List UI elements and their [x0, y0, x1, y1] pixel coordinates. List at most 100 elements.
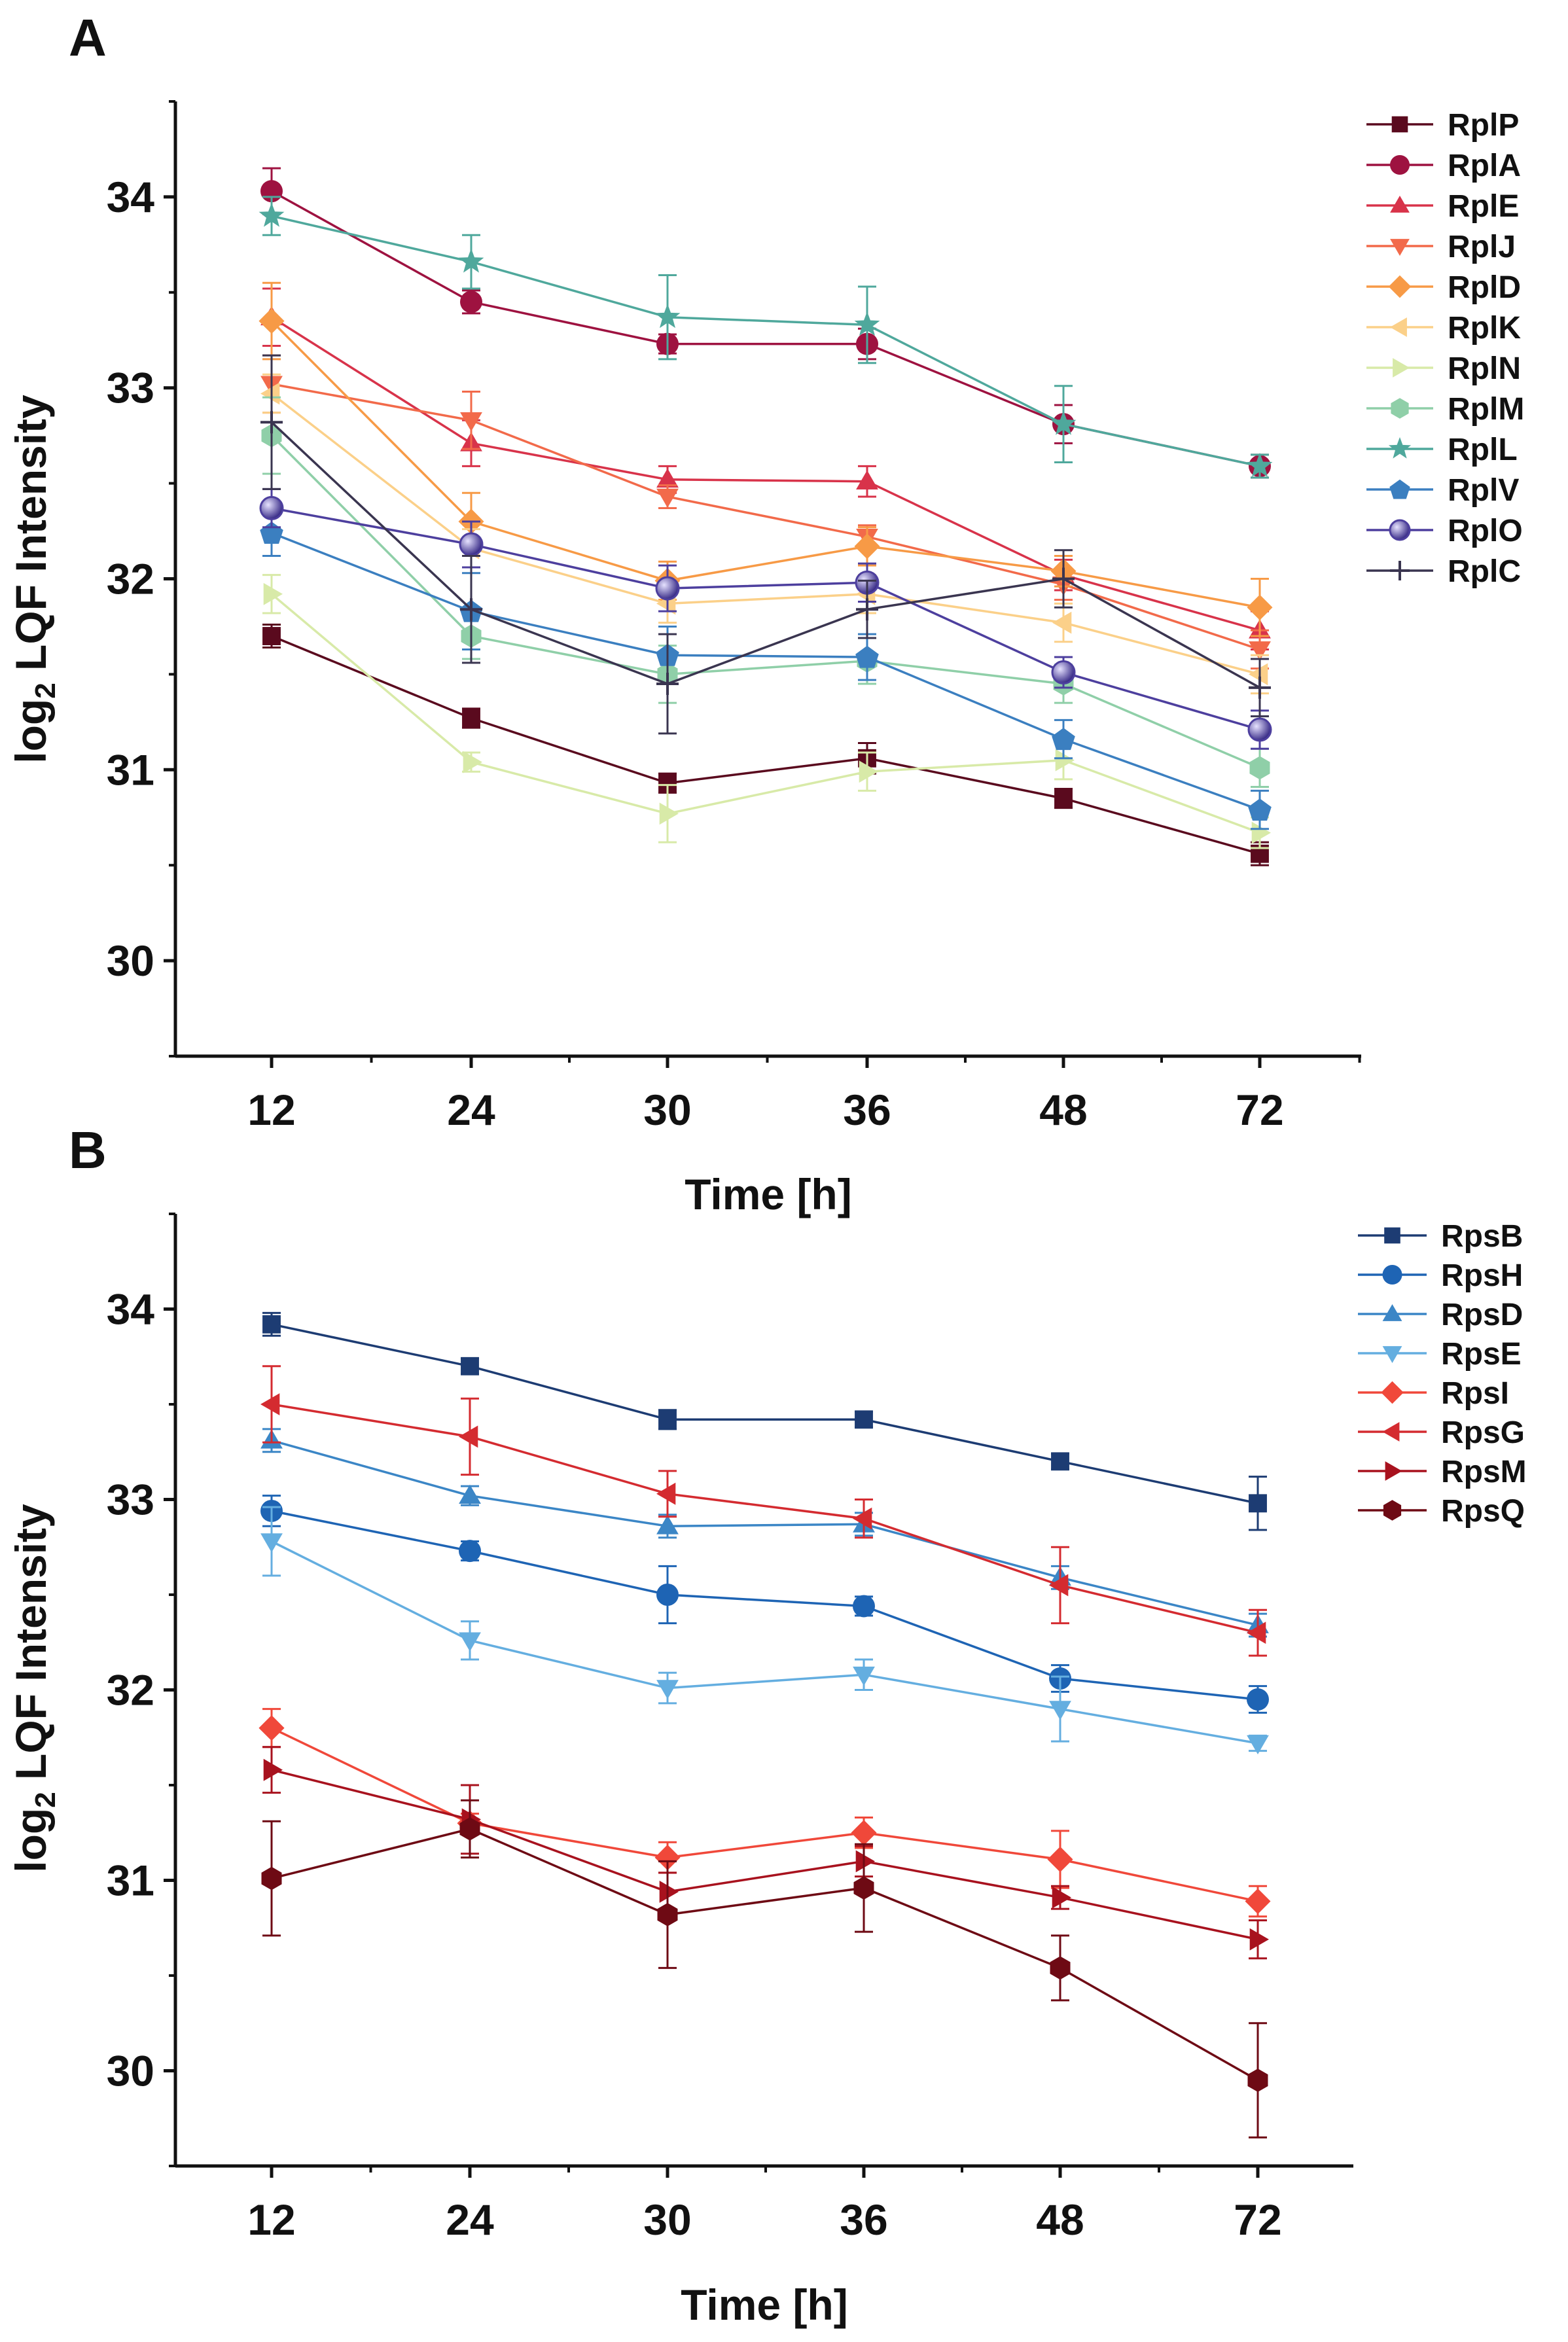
legend-marker-rple [1390, 196, 1410, 213]
legend-label-rplp: RplP [1448, 108, 1519, 143]
legend-label-rpln: RplN [1448, 351, 1521, 386]
data-point-rpse [260, 1533, 283, 1553]
series-line-rpla [271, 190, 1260, 468]
panel-a-series-rpll [258, 196, 1273, 479]
panel-a-y-axis-title-rest: LQF Intensity [7, 395, 55, 683]
data-point-rpsm [263, 1758, 283, 1781]
series-line-rpsq [271, 1828, 1258, 2082]
legend-item-rplo: RplO [1366, 514, 1523, 548]
legend-item-rplp: RplP [1366, 108, 1519, 143]
panel-b-y-tick-label: 34 [107, 1285, 155, 1334]
panel-a-x-tick-label: 72 [1236, 1086, 1283, 1134]
data-point-rpll [1050, 410, 1077, 435]
legend-marker-rplc [1390, 561, 1410, 580]
data-point-rplp [262, 627, 281, 645]
legend-item-rpla: RplA [1366, 149, 1521, 183]
data-point-rpsb [1249, 1494, 1267, 1513]
legend-item-rpsh: RpsH [1358, 1258, 1523, 1293]
legend-label-rplj: RplJ [1448, 230, 1516, 264]
data-point-rplp [462, 709, 480, 728]
data-point-rpla [460, 291, 482, 313]
legend-item-rpse: RpsE [1358, 1337, 1522, 1372]
legend-label-rpsd: RpsD [1441, 1298, 1523, 1332]
data-point-rpsh [853, 1595, 875, 1618]
data-point-rplp [1054, 789, 1073, 808]
data-point-rpsq [853, 1876, 874, 1900]
panel-a-x-tick-label: 12 [247, 1086, 295, 1134]
data-point-rpln [1251, 821, 1271, 844]
legend-label-rpsq: RpsQ [1441, 1494, 1525, 1529]
data-point-rpld [854, 533, 880, 559]
panel-b-series-rpsh [260, 1495, 1269, 1714]
panel-b-chart: B 30 31 32 33 34 12 24 30 36 48 72 Time [h] log2 LQF … [7, 1121, 1527, 2329]
legend-marker-rpld [1388, 275, 1412, 298]
panel-a-y-axis-title: log2 LQF Intensity [7, 395, 62, 764]
panel-a-series-rplm [261, 396, 1270, 789]
data-point-rpsm [1249, 1928, 1269, 1951]
series-line-rplc [270, 421, 1260, 689]
series-line-rplo [271, 506, 1260, 731]
legend-marker-rplj [1390, 239, 1410, 256]
data-point-rpsq [1247, 2068, 1268, 2092]
panel-b-x-tick-label: 72 [1234, 2195, 1281, 2244]
data-point-rplk [1052, 611, 1072, 634]
panel-b-y-axis-title-rest: LQF Intensity [7, 1504, 55, 1792]
legend-label-rpsi: RpsI [1441, 1376, 1509, 1411]
panel-b-y-tick-label: 32 [107, 1666, 154, 1714]
data-point-rplo [259, 496, 284, 521]
data-point-rplv [855, 645, 879, 668]
series-line-rpsb [271, 1323, 1258, 1505]
data-point-rpsb [262, 1315, 281, 1334]
data-point-rpsq [261, 1866, 282, 1890]
panel-b-y-axis-title-subscript: 2 [29, 1792, 62, 1807]
series-line-rpln [270, 593, 1260, 834]
series-line-rpsg [271, 1403, 1258, 1634]
legend-label-rpll: RplL [1448, 433, 1518, 467]
data-point-rpse [1049, 1701, 1071, 1720]
legend-marker-rpsm [1385, 1461, 1402, 1481]
data-point-rplc [656, 672, 679, 695]
panel-a-legend: RplP RplA RplE RplJ RplD RplK RplN RplM RplL RplV… [1366, 108, 1524, 589]
data-point-rpse [459, 1632, 481, 1652]
legend-item-rpsg: RpsG [1358, 1415, 1525, 1450]
legend-label-rpsm: RpsM [1441, 1455, 1527, 1489]
data-point-rpsh [459, 1540, 481, 1563]
data-point-rpsi [654, 1845, 681, 1871]
data-point-rpsb [855, 1410, 873, 1429]
legend-item-rplj: RplJ [1366, 230, 1516, 264]
panel-a-series-rpln [262, 574, 1271, 849]
series-line-rplp [271, 635, 1260, 855]
legend-marker-rpsb [1384, 1227, 1400, 1244]
legend-marker-rpsq [1383, 1500, 1402, 1521]
panel-b-series-rpsb [262, 1311, 1267, 1531]
legend-item-rplv: RplV [1366, 473, 1519, 508]
data-point-rpln [263, 582, 283, 605]
data-point-rplv [1248, 798, 1272, 821]
data-point-rpll [1247, 452, 1273, 477]
panel-b-x-tick-label: 24 [446, 2195, 494, 2244]
data-point-rpsd [459, 1484, 481, 1504]
data-point-rplc [1249, 676, 1271, 699]
panel-b-series-rpse [260, 1506, 1269, 1754]
data-point-rplv [1052, 728, 1075, 751]
series-line-rpsi [271, 1727, 1258, 1903]
panel-a-x-tick-label: 24 [447, 1086, 495, 1134]
legend-label-rplm: RplM [1448, 392, 1524, 427]
data-point-rpln [659, 802, 679, 825]
legend-label-rpsb: RpsB [1441, 1219, 1523, 1254]
legend-label-rpse: RpsE [1441, 1337, 1522, 1372]
data-point-rplj [460, 412, 482, 432]
data-point-rpll [458, 248, 484, 273]
data-point-rpsg [1247, 1622, 1266, 1644]
legend-item-rpsd: RpsD [1358, 1298, 1523, 1332]
panel-b-y-tick-label: 33 [107, 1476, 154, 1524]
panel-a-series-rplp [262, 624, 1269, 866]
panel-b-legend: RpsB RpsH RpsD RpsE RpsI RpsG RpsM RpsQ [1358, 1219, 1527, 1529]
panel-a-x-axis-title: Time [h] [685, 1170, 851, 1218]
legend-label-rple: RplE [1448, 189, 1519, 224]
series-line-rpll [271, 215, 1260, 468]
data-point-rpsb [1051, 1452, 1069, 1471]
data-point-rpsg [656, 1482, 676, 1505]
data-point-rplk [1249, 663, 1268, 686]
data-point-rpld [258, 308, 285, 334]
